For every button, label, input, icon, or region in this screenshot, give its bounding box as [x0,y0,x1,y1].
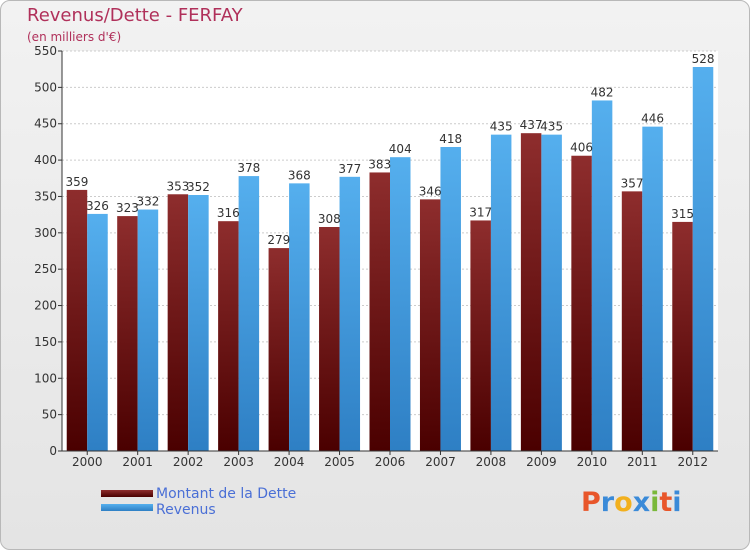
data-label: 352 [187,180,210,194]
chart-subtitle: (en milliers d'€) [27,30,122,44]
bar-dette [218,221,239,451]
data-label: 316 [217,206,240,220]
y-tick-label: 350 [34,189,57,203]
logo-letter: P [581,487,601,518]
data-label: 317 [469,205,492,219]
data-label: 446 [641,112,664,126]
bar-dette [268,248,290,451]
x-tick-label: 2004 [274,455,305,469]
data-label: 435 [490,120,513,134]
chart-title: Revenus/Dette - FERFAY [27,5,243,26]
data-label: 315 [671,207,694,221]
x-tick-label: 2005 [324,455,355,469]
y-tick-label: 100 [34,371,57,385]
data-label: 279 [267,233,290,247]
data-label: 308 [318,212,341,226]
bar-dette [571,155,592,451]
x-tick-label: 2009 [526,455,557,469]
x-tick-label: 2011 [627,455,658,469]
legend-label-revenus: Revenus [156,502,216,518]
logo-letter: r [600,487,615,518]
data-label: 332 [136,195,159,209]
y-tick-label: 400 [34,153,57,167]
bar-dette [520,133,542,451]
x-tick-label: 2003 [223,455,254,469]
data-label: 368 [288,168,311,182]
data-label: 359 [66,175,89,189]
data-label: 323 [116,201,139,215]
data-label: 482 [591,85,614,99]
x-tick-label: 2012 [677,455,708,469]
data-label: 418 [439,132,462,146]
data-label: 357 [621,176,644,190]
y-tick-label: 300 [34,226,57,240]
bar-dette [167,194,189,452]
bar-dette [319,227,340,451]
y-tick-label: 450 [34,117,57,131]
bar-revenus [440,147,461,451]
data-label: 404 [389,142,412,156]
data-label: 406 [570,141,593,155]
bar-revenus [137,209,159,451]
data-label: 378 [237,161,260,175]
y-tick-label: 500 [34,80,57,94]
bar-revenus [238,176,260,451]
logo-letter: i [650,487,660,518]
x-tick-label: 2001 [122,455,153,469]
logo-letter: x [632,487,651,518]
logo-letter: i [672,487,682,518]
proxiti-logo: Proxiti [581,487,682,518]
y-tick-label: 50 [42,408,57,422]
y-tick-label: 250 [34,262,57,276]
data-label: 326 [86,199,109,213]
bar-dette [470,220,491,451]
x-tick-label: 2006 [375,455,406,469]
bar-revenus [692,67,714,451]
x-tick-label: 2000 [72,455,103,469]
bar-revenus [390,157,411,451]
bar-dette [672,221,693,451]
bar-revenus [591,100,613,452]
bar-revenus [87,213,108,451]
bar-revenus [339,176,361,451]
bar-revenus [541,134,562,452]
bar-revenus [490,134,512,452]
bar-revenus [289,183,310,451]
y-tick-label: 200 [34,299,57,313]
y-tick-label: 550 [34,44,57,58]
logo-letter: o [614,487,633,518]
data-label: 383 [368,157,391,171]
x-tick-label: 2007 [425,455,456,469]
data-label: 377 [338,162,361,176]
x-tick-label: 2002 [173,455,204,469]
legend-swatch-dette [101,490,153,497]
data-label: 437 [520,118,543,132]
data-label: 353 [166,179,189,193]
bar-revenus [642,126,663,452]
bar-revenus [188,195,209,451]
bar-dette [419,199,441,451]
bar-dette [369,172,390,452]
data-label: 435 [540,120,563,134]
x-tick-label: 2010 [577,455,608,469]
y-tick-label: 0 [49,444,57,458]
y-tick-label: 150 [34,335,57,349]
data-label: 346 [419,184,442,198]
bar-dette [66,189,88,451]
logo-letter: t [659,487,673,518]
legend-swatch-revenus [101,504,153,511]
bar-dette [621,191,643,451]
bar-dette [117,216,138,451]
data-label: 528 [692,52,715,66]
x-tick-label: 2008 [476,455,507,469]
legend-label-dette: Montant de la Dette [156,486,297,502]
